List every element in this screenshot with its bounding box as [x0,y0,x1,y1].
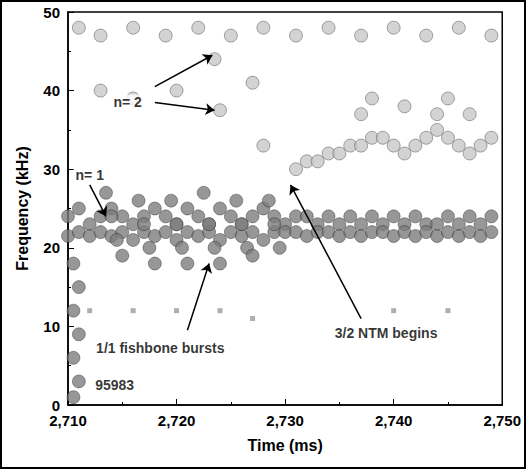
svg-text:40: 40 [43,82,60,99]
svg-text:0: 0 [52,397,60,414]
svg-text:Frequency (kHz): Frequency (kHz) [14,146,31,270]
svg-text:10: 10 [43,318,60,335]
svg-text:95983: 95983 [95,377,134,393]
svg-text:2,720: 2,720 [158,412,196,429]
svg-text:2,750: 2,750 [483,412,521,429]
svg-text:3/2 NTM begins: 3/2 NTM begins [335,325,438,341]
svg-text:n= 1: n= 1 [76,167,105,183]
svg-text:50: 50 [43,4,60,21]
svg-text:2,710: 2,710 [49,412,87,429]
svg-text:30: 30 [43,161,60,178]
svg-text:20: 20 [43,239,60,256]
svg-text:2,740: 2,740 [375,412,413,429]
svg-text:n= 2: n= 2 [114,94,143,110]
svg-text:1/1 fishbone bursts: 1/1 fishbone bursts [96,340,225,356]
svg-text:2,730: 2,730 [266,412,304,429]
svg-text:Time (ms): Time (ms) [247,437,322,454]
